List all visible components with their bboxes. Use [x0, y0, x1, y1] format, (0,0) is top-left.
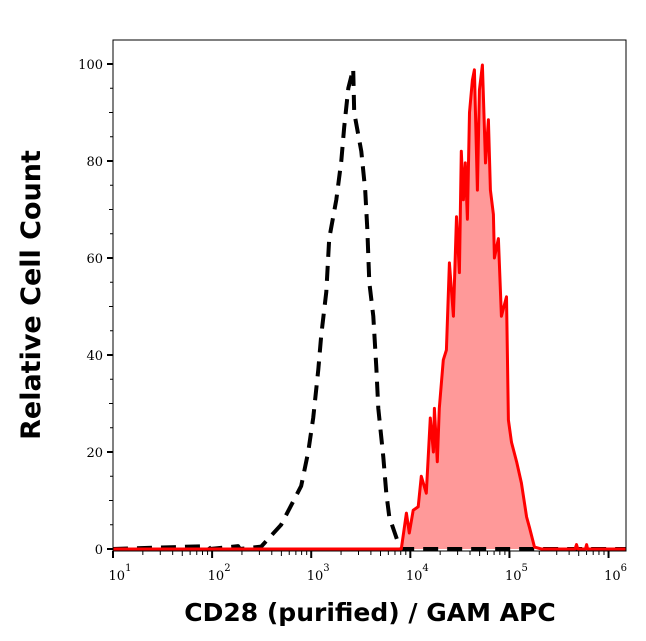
x-tick-base: 10 — [505, 569, 522, 584]
x-tick-base: 10 — [406, 569, 423, 584]
x-tick-exponent: 5 — [522, 563, 528, 574]
x-tick-base: 10 — [604, 569, 621, 584]
y-axis-title: Relative Cell Count — [16, 150, 47, 440]
y-tick-label: 60 — [86, 252, 103, 267]
y-tick-label: 80 — [86, 155, 103, 170]
x-tick-label: 104 — [406, 563, 429, 584]
series-1-line — [113, 63, 626, 551]
plot-frame — [112, 39, 627, 552]
x-axis-title: CD28 (purified) / GAM APC — [184, 598, 555, 627]
x-tick-exponent: 6 — [621, 563, 627, 574]
x-tick-base: 10 — [307, 569, 324, 584]
x-tick-label: 101 — [109, 563, 132, 584]
y-tick-label: 40 — [86, 349, 103, 364]
x-tick-label: 105 — [505, 563, 528, 584]
y-tick-label: 100 — [78, 58, 103, 73]
x-tick-exponent: 3 — [323, 563, 329, 574]
series-layer — [112, 63, 626, 551]
y-tick-label: 0 — [95, 543, 103, 558]
x-tick-label: 102 — [208, 563, 231, 584]
x-tick-base: 10 — [109, 569, 126, 584]
x-tick-label: 106 — [604, 563, 627, 584]
series-1-fill — [113, 65, 626, 549]
x-tick-exponent: 2 — [224, 563, 230, 574]
x-tick-exponent: 1 — [125, 563, 131, 574]
series-0-line — [112, 66, 626, 551]
x-tick-label: 103 — [307, 563, 330, 584]
y-tick-label: 20 — [86, 446, 103, 461]
x-tick-base: 10 — [208, 569, 225, 584]
x-tick-exponent: 4 — [422, 563, 428, 574]
